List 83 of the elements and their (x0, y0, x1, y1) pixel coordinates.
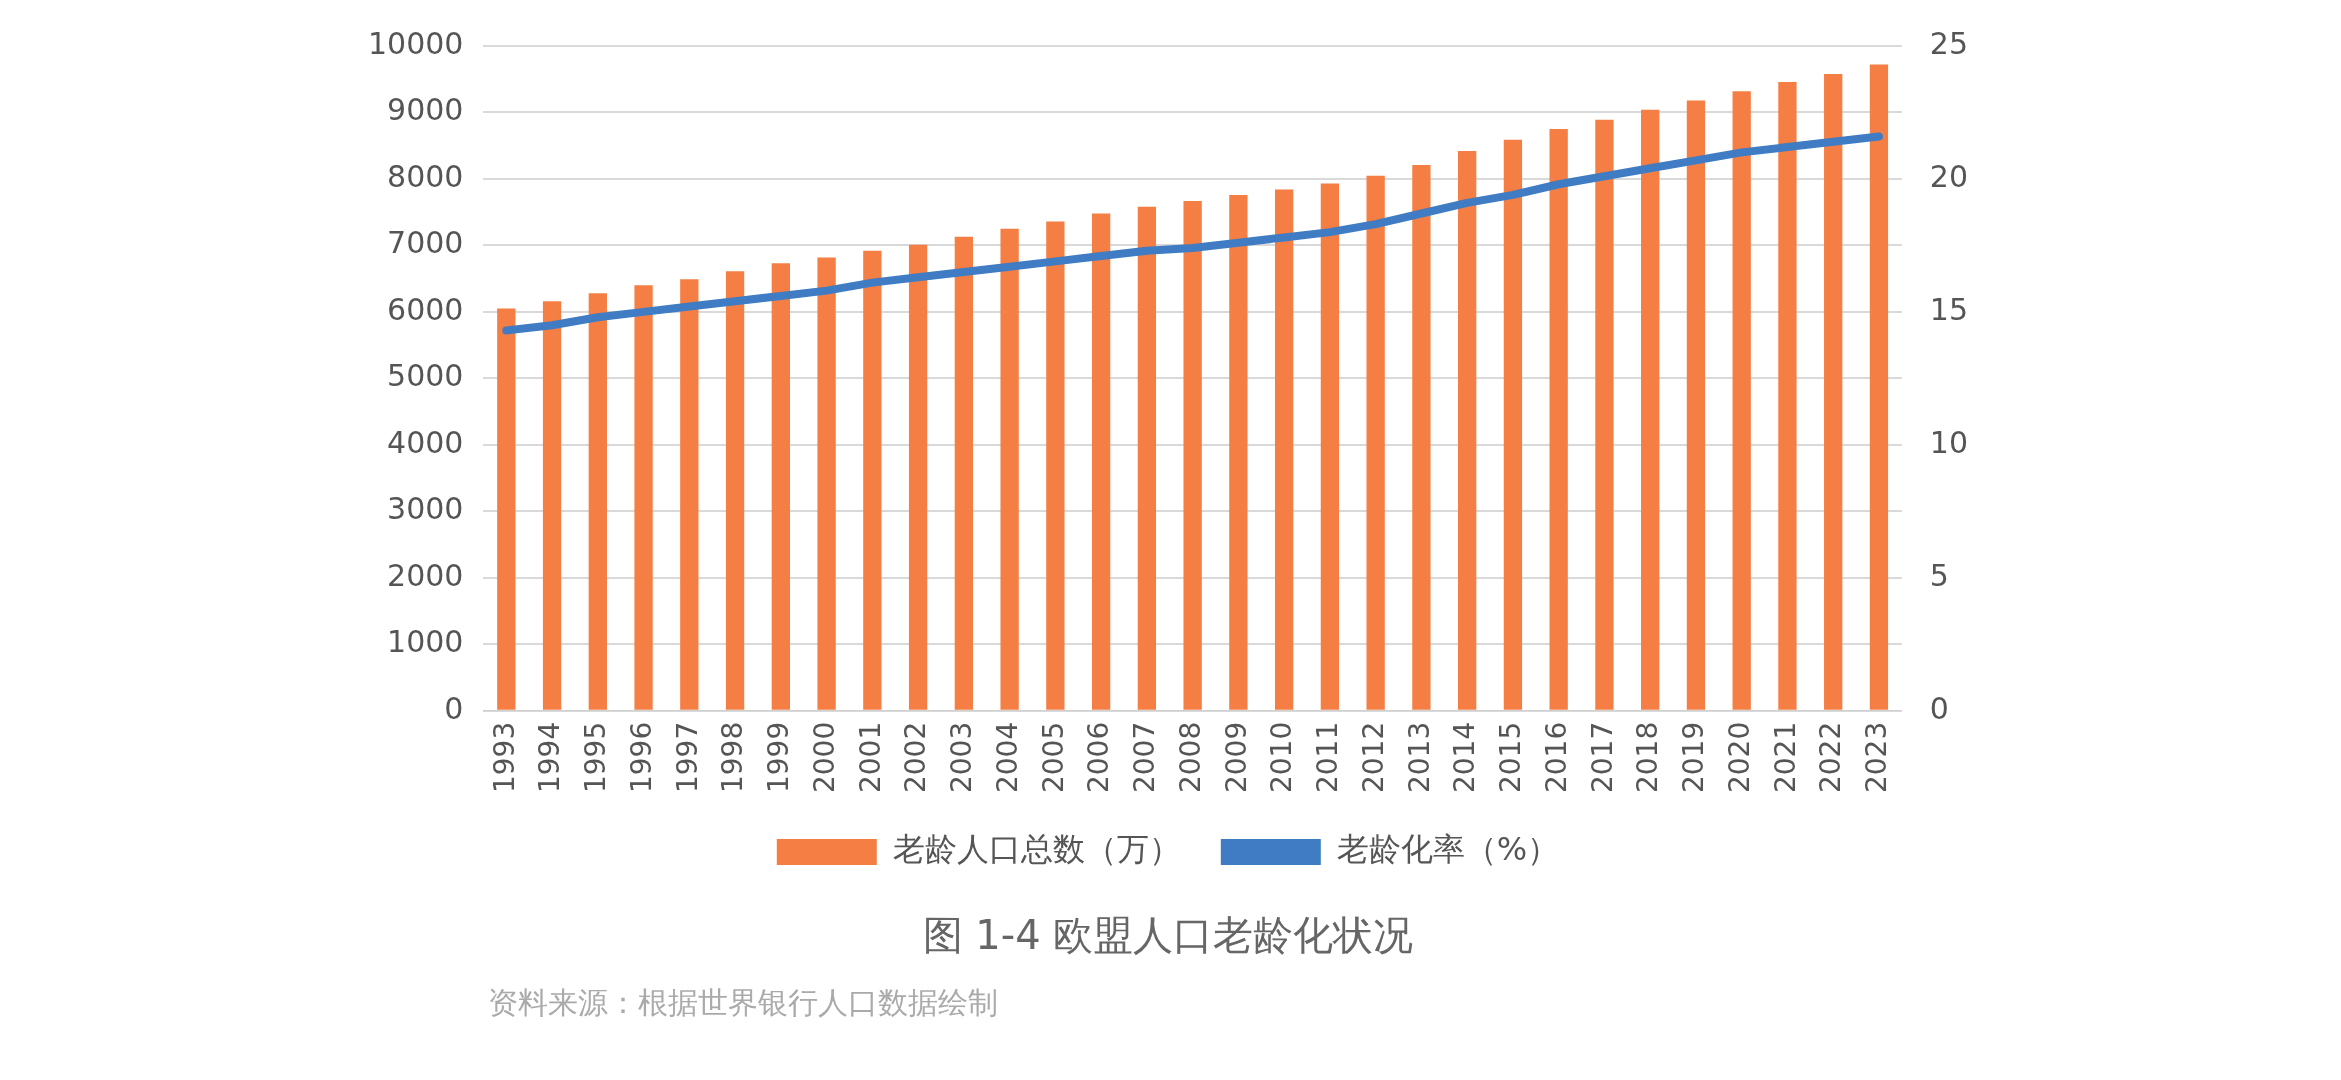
y-tick-label: 3000 (387, 491, 464, 527)
bar (1046, 221, 1065, 710)
legend-label: 老龄人口总数（万） (892, 830, 1181, 869)
x-tick-label: 2016 (1539, 721, 1573, 794)
x-tick-label: 2022 (1814, 721, 1848, 794)
x-tick-label: 1994 (533, 721, 567, 794)
y-tick-label: 0 (444, 690, 464, 726)
x-tick-label: 2019 (1677, 721, 1711, 794)
bar (1000, 228, 1019, 710)
x-tick-label: 2010 (1265, 721, 1299, 794)
bar (1641, 109, 1660, 710)
x-tick-label: 2011 (1311, 721, 1345, 794)
y-tick-label: 10000 (368, 25, 464, 61)
x-tick-label: 2023 (1860, 721, 1894, 794)
bar (1686, 100, 1706, 710)
bar (1503, 139, 1523, 710)
y-tick-label: 7000 (387, 225, 464, 261)
x-tick-label: 2006 (1082, 721, 1116, 794)
x-tick-label: 1996 (624, 721, 658, 794)
x-tick-label: 2021 (1768, 721, 1802, 794)
bar (771, 263, 790, 710)
y2-tick-label: 10 (1929, 424, 1969, 460)
x-tick-label: 2005 (1036, 721, 1070, 794)
bar (1458, 151, 1477, 710)
x-tick-label: 2008 (1173, 721, 1207, 794)
y-tick-label: 8000 (387, 158, 464, 194)
bar (1869, 64, 1889, 710)
y2-tick-label: 25 (1929, 25, 1969, 61)
x-tick-label: 2002 (899, 721, 933, 794)
bar (1412, 164, 1431, 710)
x-tick-label: 1993 (487, 721, 521, 794)
y2-tick-label: 20 (1929, 158, 1969, 194)
bar (542, 301, 562, 710)
text: 资料来源：根据世界银行人口数据绘制 (488, 984, 999, 1022)
bar (954, 236, 974, 710)
y2-tick-label: 5 (1929, 557, 1949, 593)
bar (1137, 206, 1157, 710)
x-tick-label: 2020 (1722, 721, 1756, 794)
bar (1778, 81, 1797, 710)
bar (863, 250, 882, 710)
x-tick-label: 2007 (1128, 721, 1162, 794)
x-tick-label: 2000 (807, 721, 841, 794)
y2-tick-label: 0 (1929, 690, 1949, 726)
legend-label: 老龄化率（%） (1336, 830, 1560, 869)
bar (497, 308, 516, 710)
bar (634, 285, 653, 710)
x-tick-label: 1998 (716, 721, 750, 794)
x-tick-label: 2004 (990, 721, 1024, 794)
bar (1732, 91, 1751, 710)
y-tick-label: 5000 (387, 358, 464, 394)
bar (1091, 213, 1111, 710)
bar (1320, 183, 1340, 710)
bar (1595, 119, 1614, 710)
x-tick-label: 1995 (579, 721, 613, 794)
bar (1183, 200, 1202, 710)
x-tick-label: 1999 (762, 721, 796, 794)
bar (1824, 73, 1843, 710)
bar (1549, 129, 1568, 710)
x-tick-label: 2001 (853, 721, 887, 794)
y-tick-label: 6000 (387, 291, 464, 327)
x-tick-label: 2017 (1585, 721, 1619, 794)
bar (680, 279, 699, 710)
bar (1366, 175, 1385, 710)
bar (1229, 194, 1248, 710)
y2-tick-label: 15 (1929, 291, 1969, 327)
x-tick-label: 2014 (1448, 721, 1482, 794)
x-tick-label: 2012 (1356, 721, 1390, 794)
text: 图 1-4 欧盟人口老龄化状况 (921, 911, 1415, 960)
x-tick-label: 2015 (1494, 721, 1528, 794)
y-tick-label: 4000 (387, 424, 464, 460)
y-tick-label: 1000 (387, 624, 464, 660)
x-tick-label: 2013 (1402, 721, 1436, 794)
x-tick-label: 2009 (1219, 721, 1253, 794)
bar (725, 271, 745, 710)
x-tick-label: 2003 (945, 721, 979, 794)
bar (908, 244, 928, 710)
bar (588, 293, 607, 710)
bar (1274, 189, 1294, 710)
bar (817, 257, 836, 710)
y-tick-label: 9000 (387, 92, 464, 128)
x-tick-label: 1997 (670, 721, 704, 794)
y-tick-label: 2000 (387, 557, 464, 593)
x-tick-label: 2018 (1631, 721, 1665, 794)
